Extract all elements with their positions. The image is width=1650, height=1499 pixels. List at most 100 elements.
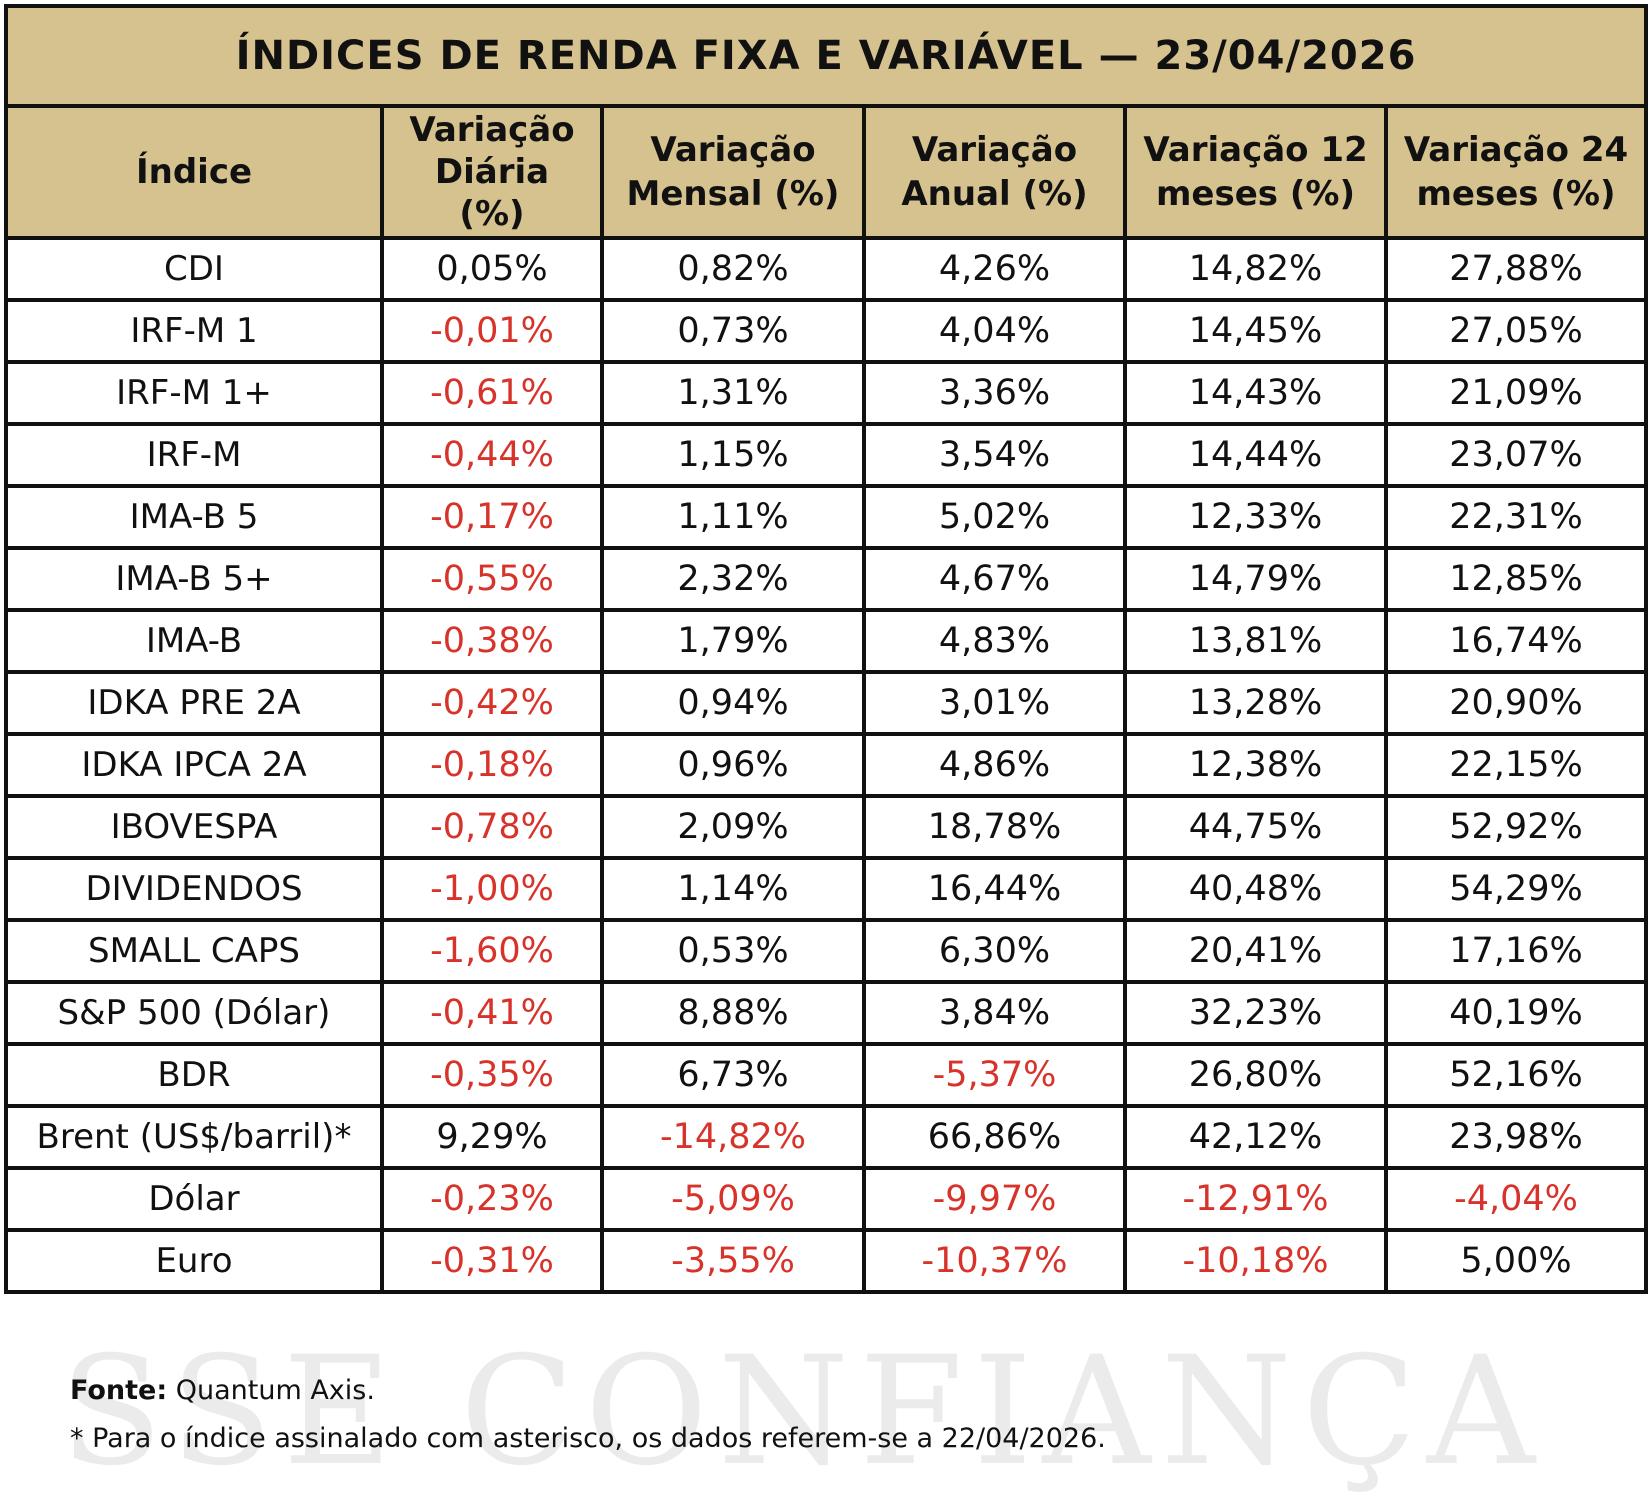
cell-variacao-mensal: 0,96% <box>600 732 866 798</box>
header-variacao-anual: Variação Anual (%) <box>862 104 1127 240</box>
cell-variacao-24-meses: 52,92% <box>1384 794 1648 860</box>
cell-variacao-mensal: 1,15% <box>600 422 866 488</box>
cell-variacao-anual: 4,86% <box>862 732 1127 798</box>
footer-source: Fonte: Quantum Axis. <box>70 1375 375 1406</box>
cell-variacao-12-meses: 32,23% <box>1123 980 1388 1046</box>
table-row: Euro -0,31% -3,55% -10,37% -10,18% 5,00% <box>4 1228 1648 1294</box>
cell-variacao-anual: 5,02% <box>862 484 1127 550</box>
header-variacao-mensal: Variação Mensal (%) <box>600 104 866 240</box>
table-row: IDKA PRE 2A -0,42% 0,94% 3,01% 13,28% 20,90% <box>4 670 1648 736</box>
cell-variacao-24-meses: 22,15% <box>1384 732 1648 798</box>
cell-variacao-12-meses: 13,28% <box>1123 670 1388 736</box>
table-row: IMA-B 5+ -0,55% 2,32% 4,67% 14,79% 12,85% <box>4 546 1648 612</box>
cell-variacao-anual: 66,86% <box>862 1104 1127 1170</box>
cell-variacao-mensal: -5,09% <box>600 1166 866 1232</box>
cell-variacao-mensal: -3,55% <box>600 1228 866 1294</box>
cell-variacao-12-meses: 14,82% <box>1123 236 1388 302</box>
cell-variacao-anual: -9,97% <box>862 1166 1127 1232</box>
header-variacao-24-meses: Variação 24 meses (%) <box>1384 104 1648 240</box>
cell-variacao-diaria: -1,00% <box>380 856 604 922</box>
watermark: SSE CONFIANÇA <box>60 1325 1546 1499</box>
cell-variacao-diaria: -0,31% <box>380 1228 604 1294</box>
cell-variacao-24-meses: 54,29% <box>1384 856 1648 922</box>
cell-variacao-12-meses: 44,75% <box>1123 794 1388 860</box>
cell-variacao-diaria: -0,55% <box>380 546 604 612</box>
cell-variacao-24-meses: 17,16% <box>1384 918 1648 984</box>
cell-variacao-anual: 3,54% <box>862 422 1127 488</box>
cell-variacao-diaria: -0,44% <box>380 422 604 488</box>
cell-variacao-12-meses: -10,18% <box>1123 1228 1388 1294</box>
cell-indice: CDI <box>4 236 384 302</box>
footer-note: * Para o índice assinalado com asterisco… <box>70 1423 1106 1454</box>
cell-variacao-mensal: 8,88% <box>600 980 866 1046</box>
cell-variacao-24-meses: 16,74% <box>1384 608 1648 674</box>
cell-variacao-diaria: -0,01% <box>380 298 604 364</box>
cell-indice: IMA-B <box>4 608 384 674</box>
cell-variacao-diaria: -0,35% <box>380 1042 604 1108</box>
cell-variacao-24-meses: 52,16% <box>1384 1042 1648 1108</box>
table-row: SMALL CAPS -1,60% 0,53% 6,30% 20,41% 17,16% <box>4 918 1648 984</box>
cell-indice: IRF-M 1 <box>4 298 384 364</box>
cell-variacao-12-meses: 42,12% <box>1123 1104 1388 1170</box>
indices-table: ÍNDICES DE RENDA FIXA E VARIÁVEL — 23/04… <box>4 4 1648 1294</box>
cell-variacao-mensal: 0,53% <box>600 918 866 984</box>
cell-variacao-anual: -5,37% <box>862 1042 1127 1108</box>
cell-variacao-anual: 18,78% <box>862 794 1127 860</box>
cell-variacao-anual: 4,67% <box>862 546 1127 612</box>
cell-indice: IDKA PRE 2A <box>4 670 384 736</box>
footer-source-label: Fonte: <box>70 1375 168 1406</box>
cell-variacao-mensal: 1,31% <box>600 360 866 426</box>
cell-variacao-anual: 16,44% <box>862 856 1127 922</box>
cell-variacao-24-meses: 12,85% <box>1384 546 1648 612</box>
cell-variacao-diaria: -0,42% <box>380 670 604 736</box>
cell-indice: Dólar <box>4 1166 384 1232</box>
table-row: Brent (US$/barril)* 9,29% -14,82% 66,86% 42,… <box>4 1104 1648 1170</box>
cell-variacao-anual: 3,36% <box>862 360 1127 426</box>
table-row: BDR -0,35% 6,73% -5,37% 26,80% 52,16% <box>4 1042 1648 1108</box>
table-row: IBOVESPA -0,78% 2,09% 18,78% 44,75% 52,92% <box>4 794 1648 860</box>
table-row: IRF-M -0,44% 1,15% 3,54% 14,44% 23,07% <box>4 422 1648 488</box>
table-row: IMA-B 5 -0,17% 1,11% 5,02% 12,33% 22,31% <box>4 484 1648 550</box>
cell-variacao-mensal: 0,82% <box>600 236 866 302</box>
cell-variacao-12-meses: 14,43% <box>1123 360 1388 426</box>
cell-variacao-12-meses: 20,41% <box>1123 918 1388 984</box>
title-row: ÍNDICES DE RENDA FIXA E VARIÁVEL — 23/04… <box>4 4 1648 108</box>
cell-variacao-anual: -10,37% <box>862 1228 1127 1294</box>
cell-variacao-anual: 3,01% <box>862 670 1127 736</box>
cell-variacao-12-meses: 40,48% <box>1123 856 1388 922</box>
cell-variacao-12-meses: 26,80% <box>1123 1042 1388 1108</box>
cell-variacao-24-meses: 22,31% <box>1384 484 1648 550</box>
cell-variacao-24-meses: 27,88% <box>1384 236 1648 302</box>
header-variacao-diaria: Variação Diária (%) <box>380 104 604 240</box>
cell-variacao-mensal: 6,73% <box>600 1042 866 1108</box>
cell-variacao-mensal: 0,73% <box>600 298 866 364</box>
header-row: Índice Variação Diária (%) Variação Mensal … <box>4 104 1648 240</box>
cell-variacao-24-meses: -4,04% <box>1384 1166 1648 1232</box>
cell-variacao-24-meses: 21,09% <box>1384 360 1648 426</box>
cell-variacao-24-meses: 23,98% <box>1384 1104 1648 1170</box>
cell-variacao-diaria: -0,41% <box>380 980 604 1046</box>
cell-variacao-12-meses: 13,81% <box>1123 608 1388 674</box>
cell-variacao-12-meses: 12,33% <box>1123 484 1388 550</box>
table-row: IDKA IPCA 2A -0,18% 0,96% 4,86% 12,38% 22,15% <box>4 732 1648 798</box>
cell-variacao-24-meses: 40,19% <box>1384 980 1648 1046</box>
table-row: Dólar -0,23% -5,09% -9,97% -12,91% -4,04% <box>4 1166 1648 1232</box>
cell-indice: IMA-B 5 <box>4 484 384 550</box>
cell-variacao-diaria: -0,17% <box>380 484 604 550</box>
table-row: IMA-B -0,38% 1,79% 4,83% 13,81% 16,74% <box>4 608 1648 674</box>
cell-variacao-anual: 4,83% <box>862 608 1127 674</box>
cell-indice: IRF-M <box>4 422 384 488</box>
cell-variacao-diaria: 0,05% <box>380 236 604 302</box>
cell-variacao-12-meses: 14,79% <box>1123 546 1388 612</box>
cell-variacao-mensal: 1,14% <box>600 856 866 922</box>
table-row: S&P 500 (Dólar) -0,41% 8,88% 3,84% 32,23% 40,… <box>4 980 1648 1046</box>
cell-variacao-12-meses: 14,44% <box>1123 422 1388 488</box>
cell-variacao-24-meses: 27,05% <box>1384 298 1648 364</box>
cell-variacao-anual: 3,84% <box>862 980 1127 1046</box>
cell-indice: IMA-B 5+ <box>4 546 384 612</box>
cell-indice: BDR <box>4 1042 384 1108</box>
cell-variacao-mensal: 2,09% <box>600 794 866 860</box>
cell-variacao-24-meses: 5,00% <box>1384 1228 1648 1294</box>
cell-indice: IRF-M 1+ <box>4 360 384 426</box>
header-indice: Índice <box>4 104 384 240</box>
